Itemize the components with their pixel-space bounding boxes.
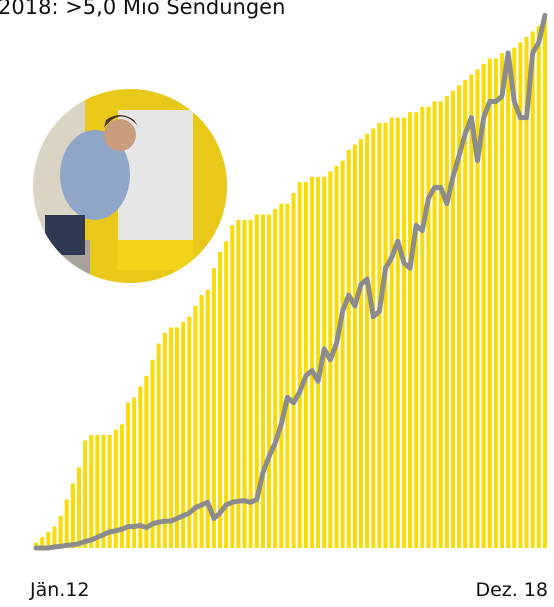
bar xyxy=(408,112,413,548)
bar xyxy=(285,203,290,548)
bar xyxy=(260,214,265,548)
bar xyxy=(279,203,284,548)
bar xyxy=(506,53,511,548)
bar xyxy=(76,467,82,548)
bar xyxy=(199,295,204,548)
bar xyxy=(395,117,400,548)
bar xyxy=(518,42,523,548)
bar xyxy=(242,219,247,548)
bar xyxy=(162,332,167,548)
bar-group xyxy=(34,15,547,549)
bar xyxy=(254,214,259,548)
bar xyxy=(34,542,39,548)
bar xyxy=(156,343,161,548)
bar xyxy=(420,106,425,548)
bar xyxy=(138,386,143,548)
bar xyxy=(530,31,535,548)
bar xyxy=(273,209,278,548)
bar xyxy=(389,117,394,548)
bar xyxy=(303,182,308,548)
bar xyxy=(144,375,149,548)
bar xyxy=(297,182,302,548)
bar xyxy=(236,219,241,548)
bar xyxy=(224,241,229,548)
bar xyxy=(52,526,57,548)
bar xyxy=(175,327,180,548)
bar xyxy=(193,305,198,548)
bar xyxy=(414,112,419,548)
chart-title: 2018: >5,0 Mio Sendungen xyxy=(0,0,285,19)
bar xyxy=(444,96,449,548)
bar xyxy=(542,15,547,548)
bar xyxy=(211,268,216,548)
bar xyxy=(346,149,351,548)
bar xyxy=(107,435,112,548)
line xyxy=(33,12,548,551)
x-tick-label: Dez. 18 xyxy=(475,579,548,601)
bar xyxy=(46,531,51,548)
bar xyxy=(126,402,131,548)
bar xyxy=(89,435,94,548)
bar xyxy=(217,252,223,548)
bar xyxy=(83,440,88,548)
bar xyxy=(181,322,186,548)
bar xyxy=(463,79,468,548)
bar xyxy=(401,117,406,548)
bar xyxy=(267,214,272,548)
bar xyxy=(487,58,492,549)
bar xyxy=(438,101,443,549)
bar xyxy=(512,47,517,548)
bar xyxy=(322,176,327,548)
bar xyxy=(95,435,100,548)
bar xyxy=(426,106,431,548)
bar xyxy=(499,53,505,548)
bar xyxy=(291,192,296,549)
photo xyxy=(31,87,229,285)
bar xyxy=(64,499,69,548)
bar xyxy=(352,144,357,548)
bar xyxy=(469,74,474,548)
bar xyxy=(358,139,364,548)
bar xyxy=(309,176,314,548)
bar xyxy=(248,219,253,548)
bar xyxy=(187,316,192,548)
bar xyxy=(371,128,376,549)
bar xyxy=(113,429,118,548)
bar xyxy=(58,515,63,548)
bar xyxy=(334,166,339,548)
bar xyxy=(316,176,321,548)
bar xyxy=(457,85,462,548)
bar xyxy=(119,424,124,548)
bar xyxy=(365,133,370,549)
bar xyxy=(205,289,210,548)
bar xyxy=(377,122,382,548)
bar xyxy=(524,36,529,549)
bar xyxy=(432,101,437,549)
bar xyxy=(150,359,155,548)
bar xyxy=(40,537,45,548)
bar xyxy=(132,397,137,548)
bar xyxy=(230,225,235,548)
bar xyxy=(493,58,498,549)
bar xyxy=(101,435,106,548)
bar xyxy=(536,26,541,548)
bar xyxy=(383,122,388,548)
bar xyxy=(340,160,345,548)
bar xyxy=(475,69,480,549)
bar xyxy=(450,90,455,548)
bar xyxy=(481,63,486,549)
bar xyxy=(70,483,75,548)
x-tick-label: Jän.12 xyxy=(29,579,90,601)
bar xyxy=(168,327,173,548)
